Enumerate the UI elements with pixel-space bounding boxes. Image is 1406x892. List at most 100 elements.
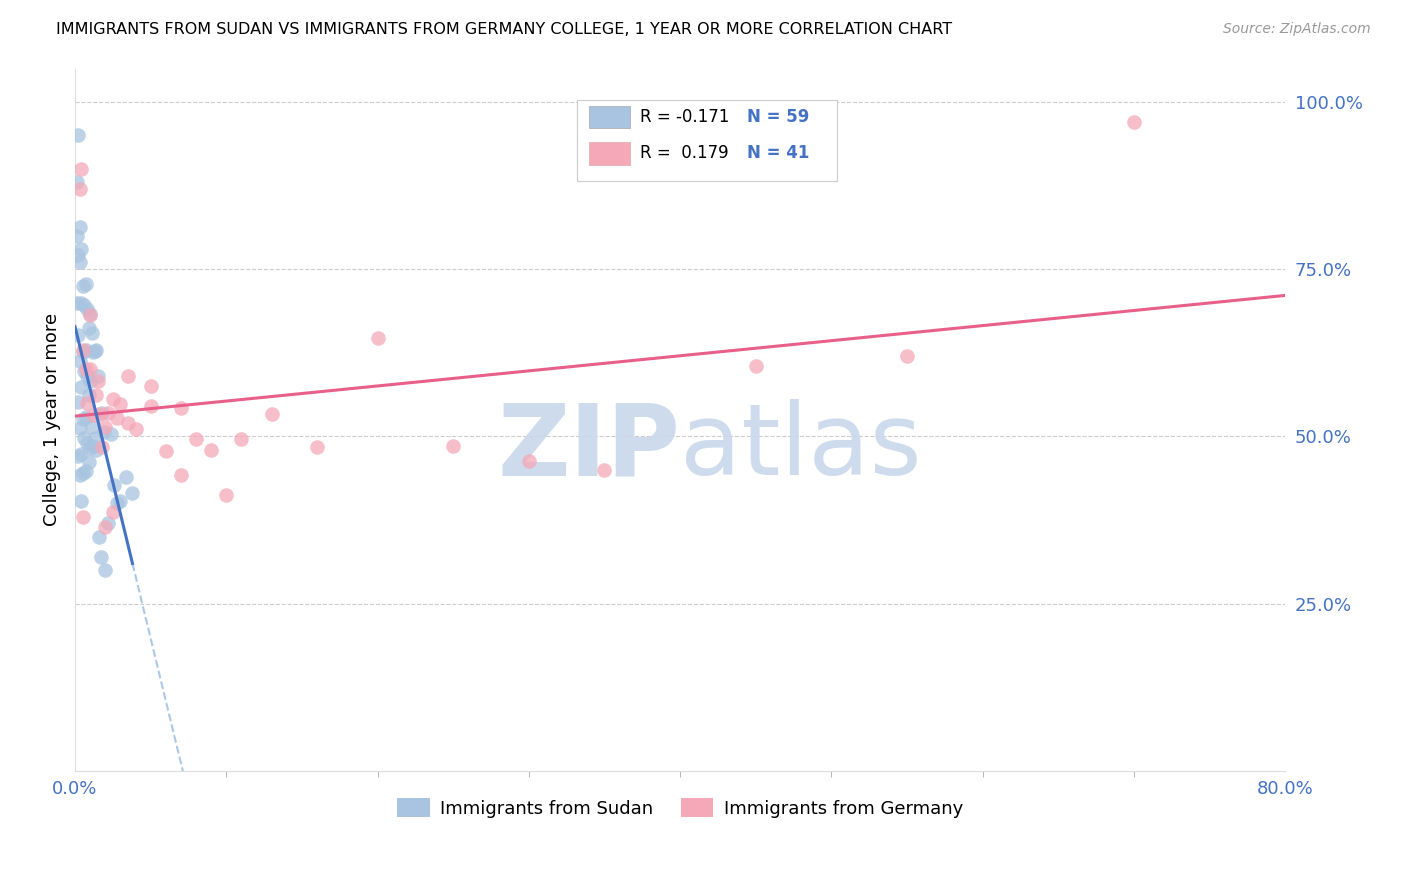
Point	[200, 443, 222, 458]
Point	[79, 307, 101, 321]
Point	[101, 392, 124, 406]
Text: IMMIGRANTS FROM SUDAN VS IMMIGRANTS FROM GERMANY COLLEGE, 1 YEAR OR MORE CORRELA: IMMIGRANTS FROM SUDAN VS IMMIGRANTS FROM…	[56, 22, 952, 37]
Point	[105, 411, 128, 425]
Point	[67, 449, 90, 463]
Point	[65, 175, 87, 189]
Point	[184, 433, 207, 447]
Point	[82, 345, 104, 359]
Point	[139, 399, 162, 413]
Point	[84, 343, 107, 357]
Point	[75, 464, 97, 478]
Point	[72, 412, 94, 426]
Point	[75, 362, 97, 376]
Point	[75, 277, 97, 291]
Legend: Immigrants from Sudan, Immigrants from Germany: Immigrants from Sudan, Immigrants from G…	[389, 791, 970, 825]
Point	[73, 297, 96, 311]
Point	[69, 421, 91, 435]
Point	[69, 182, 91, 196]
Point	[70, 447, 93, 461]
Point	[72, 345, 94, 359]
Point	[593, 463, 616, 477]
Point	[517, 454, 540, 468]
Point	[80, 419, 103, 434]
Point	[73, 364, 96, 378]
Point	[82, 439, 104, 453]
Point	[84, 387, 107, 401]
Point	[72, 510, 94, 524]
Point	[84, 443, 107, 458]
Point	[97, 516, 120, 531]
Point	[82, 408, 104, 422]
Point	[441, 439, 464, 453]
Point	[90, 549, 112, 564]
Point	[89, 407, 111, 421]
Point	[231, 432, 253, 446]
Point	[75, 343, 97, 358]
Point	[86, 368, 108, 383]
Point	[121, 486, 143, 500]
Point	[72, 466, 94, 480]
Point	[94, 520, 117, 534]
Text: Source: ZipAtlas.com: Source: ZipAtlas.com	[1223, 22, 1371, 37]
Point	[115, 470, 138, 484]
Point	[76, 436, 98, 450]
Point	[70, 493, 93, 508]
Point	[67, 248, 90, 262]
Point	[67, 395, 90, 409]
Point	[93, 425, 115, 439]
Point	[75, 410, 97, 425]
Point	[100, 426, 122, 441]
Point	[86, 374, 108, 388]
Point	[83, 431, 105, 445]
FancyBboxPatch shape	[578, 100, 838, 181]
Point	[155, 443, 177, 458]
Text: N = 41: N = 41	[747, 145, 808, 162]
Point	[72, 343, 94, 357]
Text: ZIP: ZIP	[498, 400, 681, 496]
Point	[70, 380, 93, 394]
Point	[101, 505, 124, 519]
FancyBboxPatch shape	[589, 106, 630, 128]
Point	[65, 228, 87, 243]
Point	[170, 401, 193, 416]
Point	[105, 496, 128, 510]
Point	[70, 161, 93, 176]
Point	[94, 563, 117, 577]
Point	[69, 467, 91, 482]
Point	[260, 407, 283, 421]
Point	[170, 468, 193, 483]
Point	[83, 344, 105, 359]
Point	[89, 530, 111, 544]
FancyBboxPatch shape	[589, 142, 630, 165]
Point	[73, 431, 96, 445]
Point	[110, 494, 132, 508]
Point	[77, 388, 100, 402]
Point	[117, 369, 139, 384]
Point	[94, 419, 117, 434]
Point	[103, 478, 125, 492]
Point	[69, 354, 91, 368]
Point	[117, 416, 139, 430]
Text: R = -0.171: R = -0.171	[640, 108, 730, 126]
Point	[367, 331, 389, 345]
Point	[79, 441, 101, 455]
Point	[124, 422, 146, 436]
Point	[139, 379, 162, 393]
Point	[80, 326, 103, 340]
Point	[76, 302, 98, 317]
Point	[69, 220, 91, 235]
Point	[97, 406, 120, 420]
Point	[91, 406, 114, 420]
Point	[79, 361, 101, 376]
Point	[305, 441, 328, 455]
Point	[76, 395, 98, 409]
Text: N = 59: N = 59	[747, 108, 808, 126]
Y-axis label: College, 1 year or more: College, 1 year or more	[44, 313, 60, 526]
Point	[67, 328, 90, 343]
Point	[1122, 115, 1144, 129]
Point	[67, 128, 90, 143]
Point	[215, 488, 238, 502]
Point	[110, 397, 132, 411]
Point	[72, 278, 94, 293]
Point	[76, 369, 98, 384]
